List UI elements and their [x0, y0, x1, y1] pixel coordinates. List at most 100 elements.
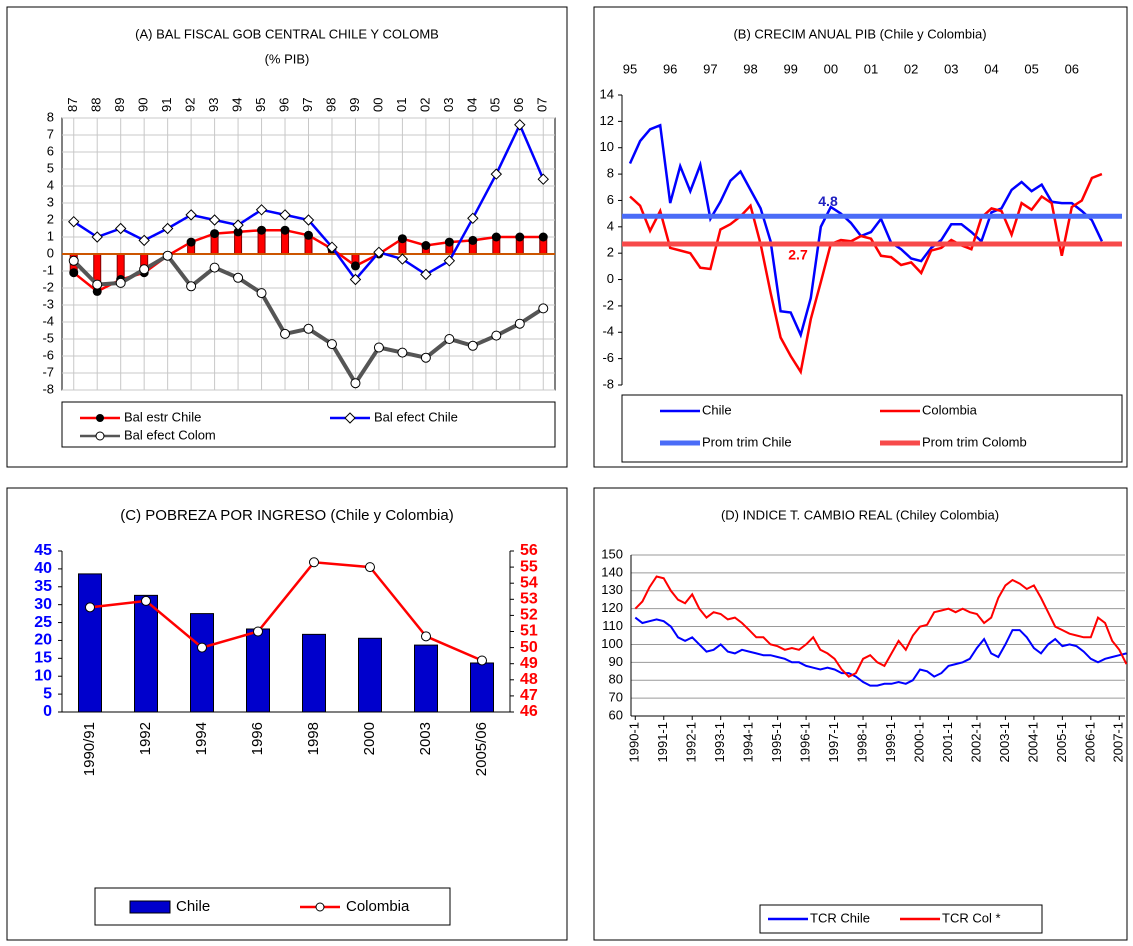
x-tick-label: 1992-1	[684, 722, 699, 762]
point	[373, 246, 385, 259]
y-tick-label: -2	[602, 297, 614, 312]
y-tick-label: 10	[600, 139, 614, 154]
legend-label: Chile	[176, 898, 210, 915]
x-tick-label: 00	[370, 98, 385, 112]
x-tick-label: 91	[159, 98, 174, 112]
x-tick-label: 1994	[193, 722, 210, 755]
x-tick-label: 97	[300, 98, 315, 112]
point	[467, 212, 479, 225]
y-tick-label: 60	[609, 707, 623, 722]
y2-tick-label: 53	[520, 591, 538, 608]
x-tick-label: 07	[535, 98, 550, 112]
y-tick-label: 8	[47, 109, 54, 124]
x-tick-label: 05	[1024, 61, 1038, 76]
point	[115, 277, 126, 288]
point	[92, 279, 103, 290]
y-tick-label: -4	[42, 313, 54, 328]
y-tick-label: 2	[47, 211, 54, 226]
x-tick-label: 94	[230, 98, 245, 112]
x-tick-label: 02	[417, 98, 432, 112]
y2-tick-label: 55	[520, 558, 538, 575]
x-tick-label: 1998-1	[854, 722, 869, 762]
legend-label: Chile	[702, 402, 732, 417]
point	[514, 119, 526, 131]
x-tick-label: 90	[136, 98, 151, 112]
y-tick-label: 20	[34, 632, 52, 649]
point	[538, 303, 549, 314]
y-tick-label: 70	[609, 690, 623, 705]
chart-title: (C) POBREZA POR INGRESO (Chile y Colombi…	[120, 507, 453, 524]
point	[186, 281, 197, 292]
bar	[190, 613, 214, 713]
legend-label: Colombia	[346, 898, 410, 915]
point	[209, 262, 220, 273]
y-tick-label: 30	[34, 596, 52, 613]
legend-marker	[344, 412, 356, 424]
x-tick-label: 1991-1	[655, 722, 670, 762]
point	[185, 209, 197, 221]
point	[85, 602, 95, 613]
x-tick-label: 1995-1	[769, 722, 784, 762]
point	[303, 323, 314, 334]
y-tick-label: 6	[47, 143, 54, 158]
y-tick-label: 4	[47, 177, 54, 192]
point	[114, 222, 127, 235]
bar	[78, 573, 102, 713]
x-tick-label: 1997-1	[826, 722, 841, 762]
legend-label: TCR Chile	[810, 910, 870, 925]
y-tick-label: 110	[602, 618, 623, 633]
x-tick-label: 2000	[361, 722, 378, 755]
x-tick-label: 1992	[137, 722, 154, 755]
x-tick-label: 95	[623, 61, 637, 76]
y-tick-label: 140	[601, 564, 623, 579]
x-tick-label: 02	[904, 61, 918, 76]
x-tick-label: 1994-1	[741, 722, 756, 762]
y-tick-label: 0	[607, 271, 614, 286]
point	[257, 225, 267, 235]
x-tick-label: 1990/91	[81, 722, 98, 776]
y-tick-label: 3	[47, 194, 54, 209]
series-line	[634, 616, 1127, 687]
x-tick-label: 92	[183, 98, 198, 112]
x-tick-label: 06	[511, 98, 526, 112]
point	[326, 241, 338, 253]
point	[396, 253, 409, 265]
y-tick-label: 1	[47, 228, 54, 243]
point	[349, 273, 362, 286]
x-tick-label: 88	[89, 98, 104, 112]
y2-tick-label: 52	[520, 607, 538, 624]
series-line	[89, 560, 483, 662]
y-tick-label: 0	[47, 245, 54, 260]
point	[304, 230, 313, 240]
point	[233, 272, 244, 283]
legend-label: Prom trim Chile	[702, 434, 792, 449]
x-tick-label: 96	[663, 61, 677, 76]
x-tick-label: 98	[323, 98, 338, 112]
point	[69, 268, 79, 278]
bar	[246, 628, 270, 713]
point	[373, 342, 384, 353]
y-tick-label: 4	[607, 218, 614, 233]
chart-subtitle: (% PIB)	[265, 51, 310, 66]
x-tick-label: 98	[743, 61, 757, 76]
point	[421, 241, 431, 250]
x-tick-label: 2000-1	[911, 722, 926, 762]
point	[444, 334, 455, 344]
legend-label: Bal efect Chile	[374, 409, 458, 424]
y-tick-label: -2	[42, 279, 54, 294]
legend	[61, 401, 556, 448]
point	[302, 214, 315, 226]
point	[280, 225, 290, 235]
x-tick-label: 87	[65, 98, 80, 112]
point	[256, 288, 267, 299]
y-tick-label: 130	[601, 582, 623, 597]
series-line	[628, 123, 1104, 339]
y-tick-label: -1	[42, 262, 54, 277]
legend-marker	[96, 414, 104, 422]
x-tick-label: 2005-1	[1054, 722, 1069, 762]
point	[253, 626, 263, 637]
y2-tick-label: 46	[520, 703, 538, 720]
y-tick-label: 14	[600, 86, 614, 101]
point	[92, 286, 102, 296]
x-tick-label: 1990-1	[627, 722, 642, 762]
